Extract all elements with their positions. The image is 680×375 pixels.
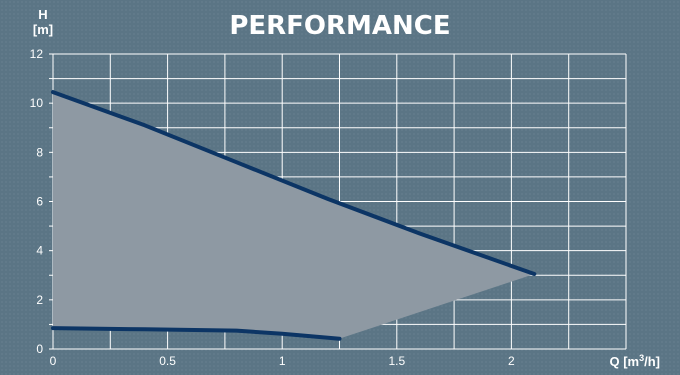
y-tick-label: 4: [36, 244, 43, 258]
x-axis-label-suffix: /h]: [644, 354, 660, 369]
chart-title: PERFORMANCE: [229, 11, 450, 41]
operating-area: [53, 92, 535, 339]
y-axis-label: H: [38, 7, 47, 22]
x-axis-label: Q [m3/h]: [609, 353, 660, 369]
tick-labels: 0 2 4 6 8 10 12 0 0.5 1 1.5 2: [30, 47, 515, 368]
x-tick-label: 2: [508, 354, 515, 368]
min-speed-curve: [51, 326, 342, 341]
y-tick-label: 6: [36, 195, 43, 209]
x-axis-label-prefix: Q [m: [609, 354, 639, 369]
operating-area-fill: [53, 92, 535, 339]
x-tick-label: 1: [279, 354, 286, 368]
y-tick-label: 12: [30, 47, 44, 61]
y-tick-label: 8: [36, 145, 43, 159]
x-tick-label: 0.5: [159, 354, 176, 368]
y-axis-unit: [m]: [33, 22, 53, 37]
y-tick-label: 2: [36, 293, 43, 307]
curves: [51, 90, 537, 341]
x-axis-label-sup: 3: [639, 353, 644, 363]
y-tick-label: 10: [30, 96, 44, 110]
x-tick-label: 0: [50, 354, 57, 368]
x-tick-label: 1.5: [388, 354, 405, 368]
max-speed-curve: [51, 90, 537, 276]
y-tick-label: 0: [36, 342, 43, 356]
